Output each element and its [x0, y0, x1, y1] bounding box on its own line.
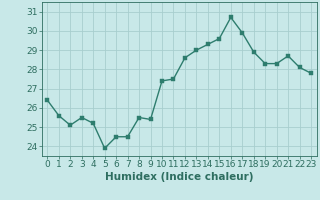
X-axis label: Humidex (Indice chaleur): Humidex (Indice chaleur) — [105, 172, 253, 182]
